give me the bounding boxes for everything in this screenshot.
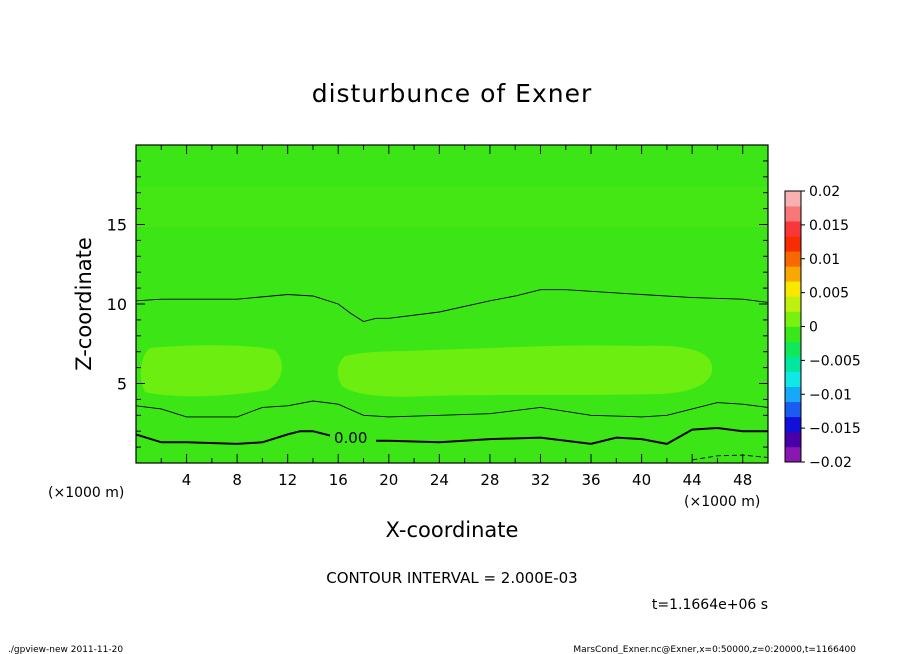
colorbar-segment	[785, 446, 801, 463]
time-text: t=1.1664e+06 s	[652, 597, 768, 613]
colorbar-segment	[785, 311, 801, 327]
colorbar-segment	[785, 326, 801, 342]
x-tick-label: 28	[480, 471, 499, 489]
contour-label-bg	[330, 429, 376, 445]
colorbar-segment	[785, 206, 801, 222]
positive-fill-region-right	[337, 345, 713, 397]
colorbar-segment	[785, 341, 801, 357]
x-tick-label: 8	[232, 471, 242, 489]
contour-interval-text: CONTOUR INTERVAL = 2.000E-03	[326, 569, 577, 587]
chart-title: disturbunce of Exner	[312, 79, 593, 108]
footer-right: MarsCond_Exner.nc@Exner,x=0:50000,z=0:20…	[573, 645, 856, 654]
colorbar-label: 0.015	[809, 218, 849, 234]
x-unit-left: (×1000 m)	[48, 485, 124, 501]
colorbar-segment	[785, 401, 801, 418]
x-axis-label: X-coordinate	[386, 518, 519, 542]
colorbar-label: −0.015	[809, 421, 861, 437]
colorbar-segment	[785, 371, 801, 388]
y-tick-label: 10	[107, 295, 127, 314]
colorbar-segment	[785, 296, 801, 312]
footer-left: ./gpview-new 2011-11-20	[8, 645, 123, 654]
plot-area	[136, 145, 768, 463]
y-axis: 5 10 15	[107, 160, 768, 448]
colorbar-segment	[785, 281, 801, 297]
colorbar-label: −0.01	[809, 387, 852, 403]
positive-fill-region-left	[140, 345, 282, 397]
colorbar-segment	[785, 416, 801, 433]
colorbar-label: 0.005	[809, 286, 849, 302]
colorbar-label: 0.01	[809, 252, 840, 268]
contour-lines	[136, 289, 768, 461]
colorbar-label: −0.02	[809, 455, 852, 471]
colorbar-segment	[785, 221, 801, 237]
x-tick-label: 12	[278, 471, 297, 489]
colorbar-segment	[785, 431, 801, 448]
x-tick-label: 48	[733, 471, 752, 489]
x-tick-label: 20	[379, 471, 398, 489]
x-tick-label: 36	[581, 471, 600, 489]
contour-line-0	[136, 426, 768, 445]
y-tick-label: 5	[117, 375, 127, 394]
colorbar-segment	[785, 386, 801, 403]
colorbar-segment	[785, 266, 801, 282]
x-tick-label: 4	[182, 471, 192, 489]
x-tick-label: 16	[329, 471, 348, 489]
colorbar-segment	[785, 191, 801, 207]
colorbar-label: 0.02	[809, 184, 840, 200]
upper-fill-band	[136, 187, 768, 227]
colorbar-segment	[785, 236, 801, 252]
contour-label: 0.00	[334, 429, 367, 447]
x-tick-label: 40	[632, 471, 651, 489]
colorbar-label: 0	[809, 320, 818, 336]
x-tick-label: 24	[430, 471, 449, 489]
x-axis: 4 8 12 16 20 24 28 32 36 40 44 48	[160, 145, 752, 489]
contour-line-1	[136, 400, 768, 418]
x-tick-label: 32	[531, 471, 550, 489]
colorbar-segment	[785, 356, 801, 372]
y-tick-label: 15	[107, 216, 127, 235]
x-unit-right: (×1000 m)	[684, 494, 760, 510]
contour-line-3	[692, 454, 768, 461]
y-axis-label: Z-coordinate	[72, 237, 96, 371]
colorbar-segment	[785, 251, 801, 267]
x-tick-label: 44	[683, 471, 702, 489]
contour-line-2	[136, 289, 768, 322]
colorbar-label: −0.005	[809, 353, 861, 369]
colorbar: 0.02 0.015 0.01 0.005 0 −0.005 −0.01 −0.015 −0.0…	[784, 184, 861, 471]
